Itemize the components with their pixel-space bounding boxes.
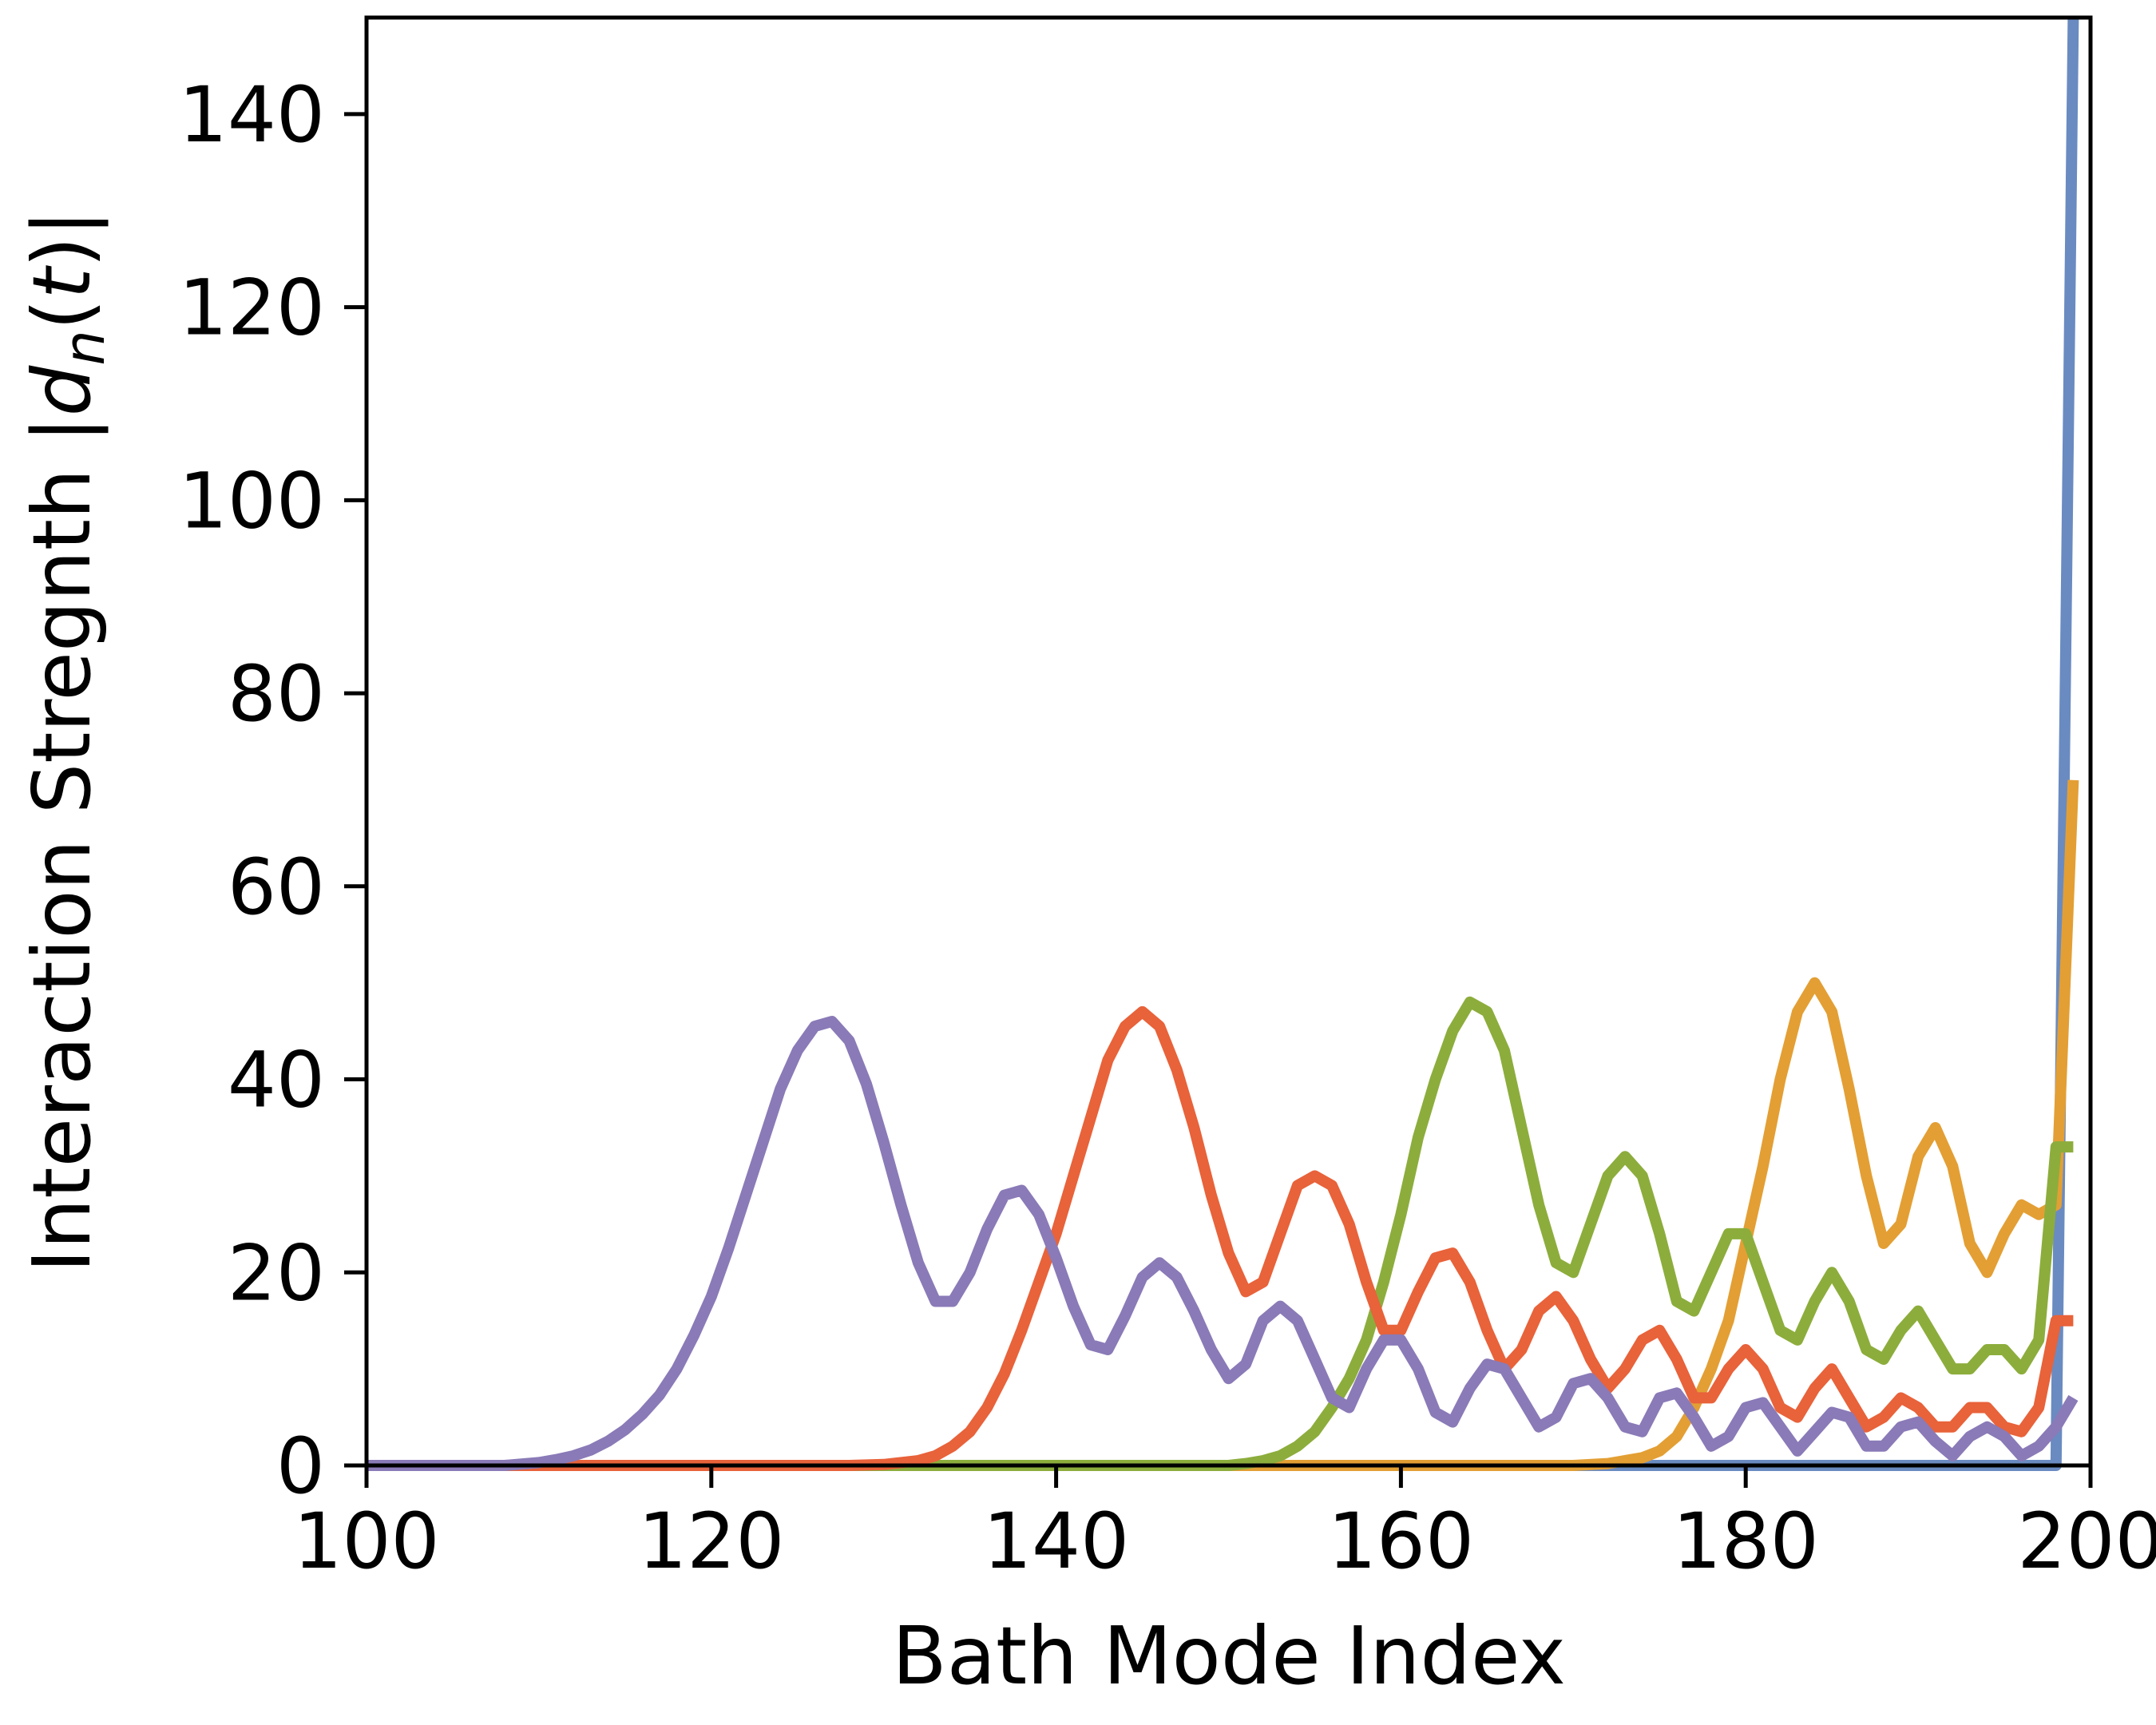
y-axis-label: Interaction Stregnth |dn(t)| [15, 209, 117, 1272]
y-tick-label: 40 [228, 1036, 325, 1125]
x-axis: 100 120 140 160 180 200 [293, 1465, 2156, 1586]
x-axis-label: Bath Mode Index [892, 1609, 1566, 1703]
x-tick-label: 160 [1328, 1497, 1474, 1586]
y-axis-label-open-paren: ( [15, 299, 109, 330]
y-axis: 0 20 40 60 80 100 120 140 [179, 70, 367, 1511]
series-line-4 [367, 1005, 2074, 1471]
series-line-5 [367, 1016, 2079, 1471]
y-tick-label: 0 [276, 1422, 325, 1511]
x-tick-label: 200 [2017, 1497, 2156, 1586]
y-tick-label: 20 [228, 1228, 325, 1318]
series-line-2 [367, 779, 2079, 1471]
y-axis-label-prefix: Interaction Stregnth | [15, 416, 109, 1272]
series-layer [367, 17, 2079, 1471]
y-tick-label: 60 [228, 843, 325, 932]
x-tick-label: 140 [983, 1497, 1129, 1586]
series-line-1 [367, 17, 2079, 1471]
plot-frame [364, 15, 2093, 1468]
y-tick-label: 140 [179, 70, 325, 160]
y-axis-label-subscript: n [52, 330, 117, 365]
y-tick-label: 100 [179, 456, 325, 545]
series-line-3 [367, 996, 2074, 1471]
x-tick-label: 100 [293, 1497, 439, 1586]
y-axis-label-t: t [15, 264, 109, 299]
y-axis-label-suffix: )| [15, 209, 109, 268]
y-tick-label: 120 [179, 264, 325, 353]
y-axis-label-variable: d [15, 365, 109, 416]
y-tick-label: 80 [228, 649, 325, 739]
x-tick-label: 180 [1673, 1497, 1819, 1586]
x-tick-label: 120 [638, 1497, 784, 1586]
